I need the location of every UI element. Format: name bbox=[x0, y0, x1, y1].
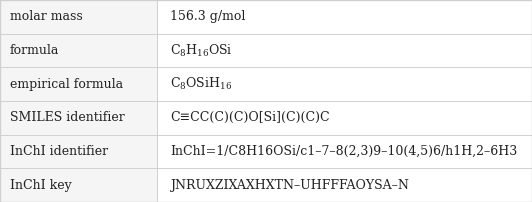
Text: empirical formula: empirical formula bbox=[10, 78, 123, 91]
Bar bbox=[157, 34, 532, 67]
Text: C≡CC(C)(C)O[Si](C)(C)C: C≡CC(C)(C)O[Si](C)(C)C bbox=[170, 111, 330, 124]
Text: molar mass: molar mass bbox=[10, 10, 82, 23]
Text: InChI key: InChI key bbox=[10, 179, 71, 192]
Text: $\mathregular{C_8OSiH_{16}}$: $\mathregular{C_8OSiH_{16}}$ bbox=[170, 76, 232, 92]
Text: $\mathregular{C_8H_{16}OSi}$: $\mathregular{C_8H_{16}OSi}$ bbox=[170, 42, 233, 59]
Bar bbox=[157, 101, 532, 135]
Text: JNRUXZIXAXHXTN–UHFFFAOYSA–N: JNRUXZIXAXHXTN–UHFFFAOYSA–N bbox=[170, 179, 409, 192]
Text: 156.3 g/mol: 156.3 g/mol bbox=[170, 10, 246, 23]
Bar bbox=[0, 168, 157, 202]
Bar bbox=[0, 34, 157, 67]
Bar bbox=[157, 168, 532, 202]
Text: InChI identifier: InChI identifier bbox=[10, 145, 107, 158]
Bar bbox=[0, 0, 157, 34]
Bar bbox=[157, 135, 532, 168]
Text: SMILES identifier: SMILES identifier bbox=[10, 111, 124, 124]
Bar bbox=[0, 67, 157, 101]
Bar bbox=[0, 135, 157, 168]
Text: InChI=1/C8H16OSi/c1–7–8(2,3)9–10(4,5)6/h1H,2–6H3: InChI=1/C8H16OSi/c1–7–8(2,3)9–10(4,5)6/h… bbox=[170, 145, 518, 158]
Text: formula: formula bbox=[10, 44, 59, 57]
Bar bbox=[0, 101, 157, 135]
Bar bbox=[157, 67, 532, 101]
Bar bbox=[157, 0, 532, 34]
